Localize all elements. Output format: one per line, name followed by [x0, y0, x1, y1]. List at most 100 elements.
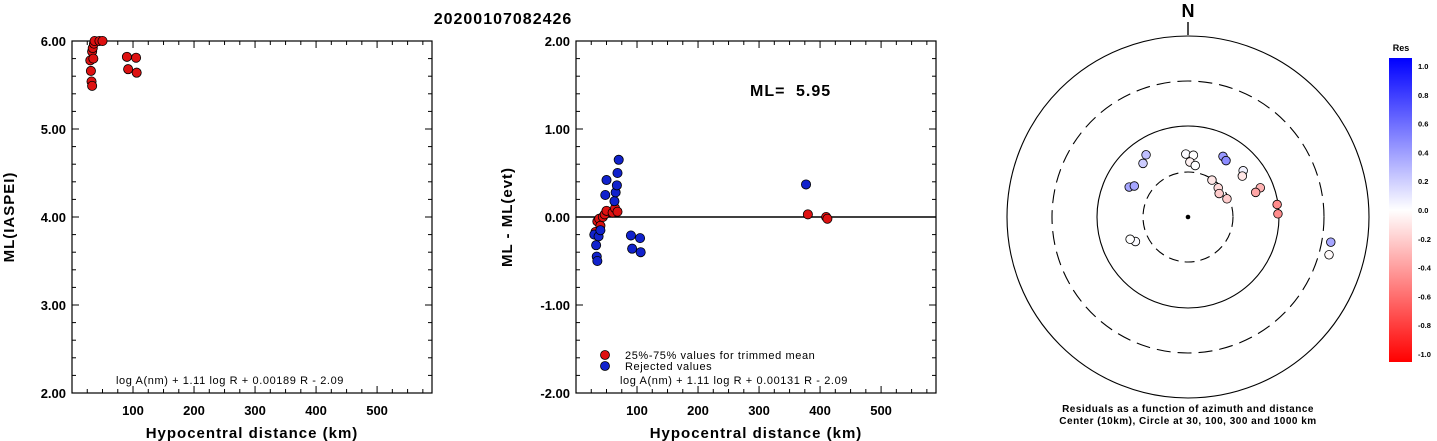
left-plot-y-tick-label: 4.00	[41, 210, 66, 225]
colorbar-tick-label: 0.6	[1418, 120, 1428, 129]
left-plot-y-tick-label: 2.00	[41, 386, 66, 401]
middle-plot-data-point	[625, 230, 636, 241]
colorbar-gradient	[1389, 58, 1412, 362]
polar-residual-point	[1272, 199, 1282, 210]
left-plot-ticks	[72, 41, 432, 393]
polar-residual-point	[1207, 175, 1217, 185]
middle-plot-x-tick-label: 200	[687, 403, 709, 418]
colorbar-tick-label: 0.2	[1418, 177, 1428, 186]
polar-residual-point	[1129, 181, 1140, 191]
left-plot-data-point	[121, 51, 132, 62]
left-plot-x-axis-title: Hypocentral distance (km)	[146, 425, 359, 441]
colorbar-tick-label: 0.8	[1418, 91, 1428, 100]
left-plot-x-tick-label: 500	[366, 403, 388, 418]
left-plot: 100 200 300 400 500 2.00 3.00 4.00 5.00 6.00 Hypo…	[1, 34, 433, 441]
ml-annotation-value: 5.95	[796, 83, 831, 100]
middle-plot-tick-labels: 100 200 300 400 500 -2.00 -1.00 0.00 1.00 2.00	[540, 34, 892, 418]
middle-plot-data-point	[611, 180, 622, 191]
middle-plot-y-tick-label: 2.00	[545, 34, 570, 49]
left-plot-data-point	[131, 67, 142, 78]
colorbar-tick-label: -1.0	[1418, 350, 1431, 359]
middle-plot-points	[589, 154, 833, 266]
colorbar-tick-labels: 1.0 0.8 0.6 0.4 0.2 0.0 -0.2 -0.4 -0.6 -0.8 -1.0	[1418, 62, 1432, 359]
middle-plot-data-point	[595, 225, 606, 236]
polar-plot-points	[1124, 149, 1336, 260]
colorbar-tick-label: 0.4	[1418, 148, 1429, 157]
left-plot-data-point	[88, 53, 99, 64]
left-plot-y-tick-label: 3.00	[41, 298, 66, 313]
middle-plot-y-tick-label: 0.00	[545, 210, 570, 225]
polar-residual-point	[1181, 149, 1191, 159]
left-plot-x-tick-label: 200	[183, 403, 205, 418]
middle-plot-ticks	[576, 41, 936, 393]
north-label: N	[1182, 1, 1195, 21]
middle-plot-data-point	[613, 154, 624, 165]
left-plot-tick-labels: 100 200 300 400 500 2.00 3.00 4.00 5.00 6.00	[41, 34, 388, 418]
left-plot-data-point	[131, 52, 142, 63]
left-plot-points	[85, 36, 142, 91]
middle-plot-data-point	[591, 240, 602, 251]
middle-plot-x-tick-label: 100	[626, 403, 648, 418]
middle-plot-y-axis-title: ML - ML(evt)	[499, 167, 516, 267]
ring-1000km	[1006, 35, 1370, 399]
middle-plot-data-point	[822, 213, 833, 224]
middle-plot-data-point	[592, 255, 603, 266]
polar-residual-point	[1250, 187, 1261, 198]
colorbar-tick-label: -0.4	[1418, 264, 1432, 273]
polar-residual-point	[1141, 150, 1151, 160]
legend-label-trimmed: 25%-75% values for trimmed mean	[625, 350, 815, 362]
polar-caption-line1: Residuals as a function of azimuth and d…	[1062, 404, 1314, 415]
polar-residual-point	[1326, 237, 1336, 247]
middle-plot-formula: log A(nm) + 1.11 log R + 0.00131 R - 2.0…	[620, 375, 848, 387]
colorbar-title: Res	[1393, 43, 1410, 53]
middle-plot-data-point	[612, 206, 623, 217]
left-plot-data-point	[123, 64, 134, 75]
middle-plot-data-point	[600, 189, 611, 200]
middle-plot-x-tick-label: 400	[809, 403, 831, 418]
left-plot-data-point	[97, 36, 108, 47]
middle-plot-data-point	[635, 247, 646, 258]
polar-plot: N Residuals as a function of azimuth and…	[1006, 1, 1370, 427]
polar-residual-point	[1190, 160, 1200, 171]
legend-marker-rejected	[600, 361, 610, 371]
polar-residual-point	[1125, 234, 1135, 244]
left-plot-x-tick-label: 300	[244, 403, 266, 418]
legend-label-rejected: Rejected values	[625, 361, 712, 373]
colorbar-tick-label: 1.0	[1418, 62, 1428, 71]
colorbar-tick-label: -0.2	[1418, 235, 1431, 244]
middle-plot-data-point	[627, 243, 638, 254]
left-plot-y-tick-label: 6.00	[41, 34, 66, 49]
ml-annotation-label: ML=	[750, 83, 785, 100]
middle-plot-data-point	[609, 196, 620, 207]
middle-plot: 100 200 300 400 500 -2.00 -1.00 0.00 1.00 2.00 ML…	[499, 34, 937, 441]
middle-plot-data-point	[612, 167, 623, 178]
left-plot-x-tick-label: 100	[122, 403, 144, 418]
polar-residual-point	[1221, 155, 1231, 166]
left-plot-data-point	[87, 80, 98, 91]
middle-plot-data-point	[601, 175, 612, 186]
polar-residual-point	[1273, 209, 1283, 219]
left-plot-y-axis-title: ML(IASPEI)	[1, 172, 18, 263]
middle-plot-x-tick-label: 300	[748, 403, 770, 418]
middle-plot-x-tick-label: 500	[870, 403, 892, 418]
left-plot-x-tick-label: 400	[305, 403, 327, 418]
middle-plot-y-tick-label: -2.00	[540, 386, 570, 401]
polar-residual-point	[1138, 158, 1148, 169]
middle-plot-y-tick-label: 1.00	[545, 122, 570, 137]
colorbar-tick-label: 0.0	[1418, 206, 1428, 215]
middle-plot-data-point	[802, 209, 813, 220]
left-plot-y-tick-label: 5.00	[41, 122, 66, 137]
polar-residual-point	[1222, 194, 1232, 204]
middle-plot-y-tick-label: -1.00	[540, 298, 570, 313]
middle-plot-data-point	[801, 179, 812, 190]
polar-caption-line2: Center (10km), Circle at 30, 100, 300 an…	[1059, 416, 1316, 427]
figure-title: 20200107082426	[434, 11, 573, 28]
colorbar-tick-label: -0.8	[1418, 321, 1431, 330]
left-plot-data-point	[85, 65, 96, 76]
ring-30km	[1142, 171, 1234, 263]
epicenter-dot	[1185, 214, 1191, 220]
ring-300km	[1051, 80, 1325, 354]
colorbar-tick-label: -0.6	[1418, 292, 1431, 301]
polar-residual-point	[1237, 171, 1248, 181]
